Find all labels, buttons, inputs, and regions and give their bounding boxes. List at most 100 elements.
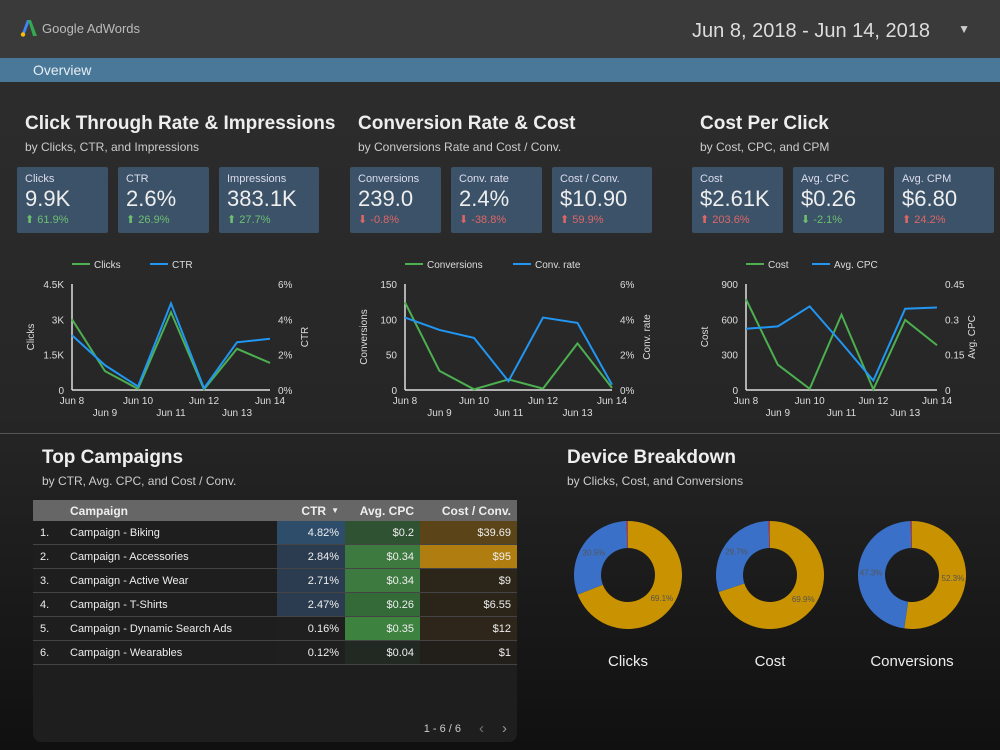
cost-per-conv-cell: $39.69 bbox=[420, 521, 517, 544]
y-tick-label: 0 bbox=[391, 386, 397, 397]
slice-label: 30.5% bbox=[583, 548, 606, 557]
scorecards: Conversions 239.0 ⬇ -0.8% Conv. rate 2.4… bbox=[350, 167, 652, 233]
slice-label: 69.9% bbox=[792, 595, 815, 604]
y-axis-label: Clicks bbox=[26, 324, 37, 351]
arrow-down-icon: ⬇ bbox=[358, 214, 368, 226]
scorecard-value: $6.80 bbox=[902, 186, 958, 211]
scorecard-delta: ⬆ 24.2% bbox=[902, 213, 986, 226]
table-row[interactable]: 2. Campaign - Accessories 2.84% $0.34 $9… bbox=[33, 545, 517, 569]
y2-tick-label: 2% bbox=[278, 351, 293, 362]
col-campaign[interactable]: Campaign bbox=[70, 503, 129, 518]
prev-page-icon[interactable]: ‹ bbox=[479, 720, 484, 737]
avg-cpc-cell: $0.26 bbox=[345, 593, 420, 616]
avg-cpc-cell: $0.35 bbox=[345, 617, 420, 640]
tab-overview[interactable]: Overview bbox=[33, 62, 92, 78]
donut-slice[interactable] bbox=[574, 521, 628, 595]
scorecard: Cost $2.61K ⬆ 203.6% bbox=[692, 167, 783, 233]
header: Google AdWords Jun 8, 2018 - Jun 14, 201… bbox=[0, 0, 1000, 58]
x-tick-label: Jun 11 bbox=[827, 408, 857, 419]
legend-label: Avg. CPC bbox=[834, 260, 878, 271]
scorecard-label: Avg. CPC bbox=[801, 173, 850, 185]
sort-desc-icon: ▼ bbox=[331, 506, 339, 515]
section-header: Click Through Rate & Impressions by Clic… bbox=[25, 113, 335, 154]
col-ctr[interactable]: CTR ▼ bbox=[277, 500, 345, 521]
campaign-name: Campaign - Wearables bbox=[70, 646, 183, 659]
x-tick-label: Jun 13 bbox=[890, 408, 920, 419]
x-tick-label: Jun 8 bbox=[734, 396, 759, 407]
next-page-icon[interactable]: › bbox=[502, 720, 507, 737]
col-cost-per-conv[interactable]: Cost / Conv. bbox=[441, 503, 511, 518]
donut-slice[interactable] bbox=[716, 521, 770, 593]
slice-label: 52.3% bbox=[942, 574, 965, 583]
section-header: Conversion Rate & Cost by Conversions Ra… bbox=[358, 113, 575, 154]
avg-cpc-cell: $0.2 bbox=[345, 521, 420, 544]
top-campaigns-header: Top Campaigns by CTR, Avg. CPC, and Cost… bbox=[42, 447, 236, 488]
logo: Google AdWords bbox=[20, 19, 140, 37]
scorecard: Cost / Conv. $10.90 ⬆ 59.9% bbox=[552, 167, 652, 233]
campaign-name: Campaign - Accessories bbox=[70, 550, 189, 563]
adwords-logo-icon bbox=[20, 20, 37, 37]
ctr-cell: 4.82% bbox=[277, 521, 345, 544]
donut-title: Clicks bbox=[608, 653, 648, 670]
x-tick-label: Jun 12 bbox=[858, 396, 888, 407]
scorecard-value: 383.1K bbox=[227, 186, 297, 211]
arrow-down-icon: ⬇ bbox=[459, 214, 469, 226]
scorecard: Avg. CPC $0.26 ⬇ -2.1% bbox=[793, 167, 884, 233]
slice-label: 69.1% bbox=[650, 594, 673, 603]
scorecard: Clicks 9.9K ⬆ 61.9% bbox=[17, 167, 108, 233]
campaign-name: Campaign - Dynamic Search Ads bbox=[70, 622, 233, 635]
pagination: 1 - 6 / 6 ‹ › bbox=[424, 720, 507, 737]
donut-slice[interactable] bbox=[904, 521, 966, 629]
delta-value: -2.1% bbox=[813, 214, 843, 226]
section-title: Conversion Rate & Cost bbox=[358, 113, 576, 134]
y2-tick-label: 0% bbox=[278, 386, 293, 397]
donut-slice[interactable] bbox=[718, 521, 824, 629]
x-tick-label: Jun 10 bbox=[795, 396, 825, 407]
scorecard-value: 9.9K bbox=[25, 186, 71, 211]
row-index: 6. bbox=[40, 646, 50, 659]
scorecard-delta: ⬆ 203.6% bbox=[700, 213, 775, 226]
donut-slice[interactable] bbox=[858, 521, 912, 629]
section-subtitle: by Conversions Rate and Cost / Conv. bbox=[358, 140, 562, 154]
donut-slice[interactable] bbox=[577, 521, 682, 629]
section-title: Click Through Rate & Impressions bbox=[25, 113, 336, 134]
campaign-name: Campaign - Active Wear bbox=[70, 574, 189, 587]
scorecard-value: $2.61K bbox=[700, 186, 770, 211]
table-row[interactable]: 5. Campaign - Dynamic Search Ads 0.16% $… bbox=[33, 617, 517, 641]
series-line bbox=[404, 301, 613, 391]
section-header: Cost Per Click by Cost, CPC, and CPM bbox=[700, 113, 829, 154]
table-row[interactable]: 4. Campaign - T-Shirts 2.47% $0.26 $6.55 bbox=[33, 593, 517, 617]
table-row[interactable]: 6. Campaign - Wearables 0.12% $0.04 $1 bbox=[33, 641, 517, 665]
col-avg-cpc[interactable]: Avg. CPC bbox=[359, 503, 414, 518]
section-title: Top Campaigns bbox=[42, 447, 184, 468]
donut-charts: 69.1% 30.5% 69.9% 29.7% 52.3% 47.3% bbox=[574, 521, 966, 629]
cost-per-conv-cell: $95 bbox=[420, 545, 517, 568]
scorecard-label: Impressions bbox=[227, 173, 287, 185]
logo-text: Google AdWords bbox=[42, 20, 141, 36]
scorecard-label: Cost bbox=[700, 173, 723, 185]
scorecard-label: Conv. rate bbox=[459, 173, 509, 185]
cost-per-conv-cell: $6.55 bbox=[420, 593, 517, 616]
x-tick-label: Jun 10 bbox=[459, 396, 489, 407]
table-row[interactable]: 3. Campaign - Active Wear 2.71% $0.34 $9 bbox=[33, 569, 517, 593]
arrow-up-icon: ⬆ bbox=[227, 214, 237, 226]
y2-axis-label: Conv. rate bbox=[642, 314, 653, 360]
donut-slice[interactable] bbox=[626, 521, 628, 549]
x-tick-label: Jun 9 bbox=[93, 408, 118, 419]
donut-slice[interactable] bbox=[910, 521, 912, 549]
y-tick-label: 900 bbox=[721, 280, 738, 291]
scorecards: Cost $2.61K ⬆ 203.6% Avg. CPC $0.26 ⬇ -2… bbox=[692, 167, 994, 233]
section-title: Device Breakdown bbox=[567, 447, 736, 468]
scorecard-delta: ⬇ -38.8% bbox=[459, 213, 534, 226]
donut-slice[interactable] bbox=[768, 521, 770, 549]
scorecard-label: Avg. CPM bbox=[902, 173, 952, 185]
caret-down-icon[interactable]: ▼ bbox=[958, 22, 970, 36]
x-tick-label: Jun 13 bbox=[222, 408, 252, 419]
y2-tick-label: 6% bbox=[620, 280, 635, 291]
table-row[interactable]: 1. Campaign - Biking 4.82% $0.2 $39.69 bbox=[33, 521, 517, 545]
section-subtitle: by Clicks, CTR, and Impressions bbox=[25, 140, 200, 154]
y-tick-label: 600 bbox=[721, 315, 738, 326]
slice-label: 47.3% bbox=[860, 569, 883, 578]
date-range-picker[interactable]: Jun 8, 2018 - Jun 14, 2018 bbox=[692, 20, 930, 42]
scorecard: Avg. CPM $6.80 ⬆ 24.2% bbox=[894, 167, 994, 233]
